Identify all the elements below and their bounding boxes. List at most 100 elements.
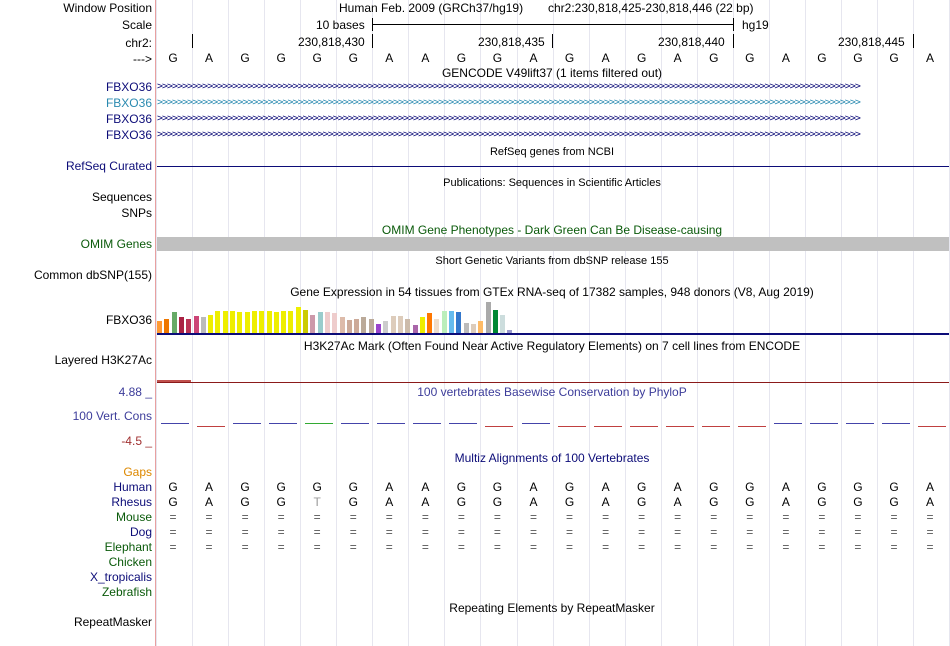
gencode-label-4[interactable]: FBXO36	[105, 128, 152, 142]
h3k27ac-label[interactable]: Layered H3K27Ac	[54, 353, 152, 367]
dbsnp-label[interactable]: Common dbSNP(155)	[33, 268, 152, 282]
gtex-tissue-bar[interactable]	[171, 312, 177, 333]
chrom-label[interactable]: chr2:	[125, 36, 152, 50]
gtex-tissue-bar[interactable]	[361, 317, 367, 333]
multiz-species-label[interactable]: Dog	[129, 525, 152, 539]
gtex-tissue-bar[interactable]	[383, 321, 389, 333]
gencode-label-2[interactable]: FBXO36	[105, 96, 152, 110]
gtex-tissue-bar[interactable]	[295, 307, 301, 333]
gtex-tissue-bar[interactable]	[427, 313, 433, 333]
gencode-title[interactable]: GENCODE V49lift37 (1 items filtered out)	[441, 66, 663, 80]
gtex-tissue-bar[interactable]	[456, 312, 462, 333]
scale-label[interactable]: Scale	[121, 18, 152, 32]
gtex-title[interactable]: Gene Expression in 54 tissues from GTEx …	[290, 285, 814, 299]
gtex-tissue-bar[interactable]	[244, 312, 250, 333]
gtex-tissue-bar[interactable]	[463, 323, 469, 333]
publications-label-2[interactable]: SNPs	[121, 206, 152, 220]
gtex-tissue-bar[interactable]	[178, 317, 184, 333]
grid-line	[732, 0, 734, 646]
multiz-species-label[interactable]: Mouse	[115, 510, 152, 524]
window-position-label[interactable]: Window Position	[63, 1, 152, 15]
gtex-label[interactable]: FBXO36	[105, 313, 152, 327]
gtex-tissue-bar[interactable]	[397, 316, 403, 333]
gtex-tissue-bar[interactable]	[354, 319, 360, 333]
dbsnp-title[interactable]: Short Genetic Variants from dbSNP releas…	[435, 255, 669, 267]
gtex-tissue-bar[interactable]	[332, 313, 338, 333]
multiz-base: G	[709, 495, 719, 509]
gtex-tissue-bar[interactable]	[222, 311, 228, 333]
region-position[interactable]: chr2:230,818,425-230,818,446 (22 bp)	[548, 1, 754, 15]
gtex-tissue-bar[interactable]	[164, 319, 170, 333]
multiz-species-label[interactable]: Human	[113, 480, 152, 494]
gtex-tissue-bar[interactable]	[376, 324, 381, 333]
gencode-feature[interactable]: >>>>>>>>>>>>>>>>>>>>>>>>>>>>>>>>>>>>>>>>…	[157, 82, 861, 92]
gtex-tissue-bar[interactable]	[405, 319, 411, 333]
gtex-tissue-bar[interactable]	[441, 311, 447, 333]
gtex-tissue-bar[interactable]	[492, 310, 498, 333]
gencode-feature[interactable]: >>>>>>>>>>>>>>>>>>>>>>>>>>>>>>>>>>>>>>>>…	[157, 130, 861, 140]
publications-title[interactable]: Publications: Sequences in Scientific Ar…	[443, 177, 661, 189]
gtex-tissue-bar[interactable]	[259, 311, 265, 333]
multiz-species-label[interactable]: Rhesus	[111, 495, 152, 509]
gtex-tissue-bar[interactable]	[251, 311, 257, 333]
refseq-label[interactable]: RefSeq Curated	[65, 159, 152, 173]
gtex-tissue-bar[interactable]	[230, 311, 235, 333]
strand-label[interactable]: --->	[133, 52, 152, 66]
gtex-tissue-bar[interactable]	[208, 315, 214, 333]
gtex-tissue-bar[interactable]	[310, 315, 316, 333]
gtex-tissue-bar[interactable]	[324, 312, 330, 333]
gtex-tissue-bar[interactable]	[500, 315, 506, 333]
gtex-tissue-bar[interactable]	[507, 330, 513, 333]
gencode-label-3[interactable]: FBXO36	[105, 112, 152, 126]
repeatmasker-label[interactable]: RepeatMasker	[73, 615, 152, 629]
multiz-species-label[interactable]: Chicken	[108, 555, 152, 569]
phylop-label[interactable]: 100 Vert. Cons	[72, 409, 152, 423]
base-letter: G	[709, 51, 719, 65]
phylop-signal[interactable]	[157, 420, 949, 430]
gtex-bar-chart[interactable]	[157, 300, 557, 333]
gencode-feature[interactable]: >>>>>>>>>>>>>>>>>>>>>>>>>>>>>>>>>>>>>>>>…	[157, 114, 861, 124]
phylop-title[interactable]: 100 vertebrates Basewise Conservation by…	[417, 385, 687, 399]
multiz-base: G	[853, 495, 863, 509]
h3k27ac-title[interactable]: H3K27Ac Mark (Often Found Near Active Re…	[303, 339, 801, 353]
omim-feature[interactable]	[157, 237, 949, 251]
multiz-gaps-label[interactable]: Gaps	[123, 465, 152, 479]
omim-title[interactable]: OMIM Gene Phenotypes - Dark Green Can Be…	[381, 223, 723, 237]
h3k27ac-signal[interactable]	[157, 382, 949, 383]
gtex-tissue-bar[interactable]	[485, 302, 491, 333]
gtex-tissue-bar[interactable]	[273, 312, 279, 333]
omim-label[interactable]: OMIM Genes	[80, 237, 152, 251]
gtex-tissue-bar[interactable]	[478, 321, 484, 333]
multiz-species-label[interactable]: Zebrafish	[101, 585, 152, 599]
base-letter: A	[926, 51, 935, 65]
multiz-title[interactable]: Multiz Alignments of 100 Vertebrates	[454, 451, 650, 465]
publications-label[interactable]: Sequences	[91, 190, 152, 204]
gtex-tissue-bar[interactable]	[449, 311, 454, 333]
gtex-tissue-bar[interactable]	[368, 319, 374, 333]
refseq-feature[interactable]	[157, 166, 949, 167]
multiz-species-label[interactable]: X_tropicalis	[89, 570, 152, 584]
gtex-tissue-bar[interactable]	[266, 311, 272, 333]
gtex-tissue-bar[interactable]	[339, 317, 345, 333]
gencode-feature[interactable]: >>>>>>>>>>>>>>>>>>>>>>>>>>>>>>>>>>>>>>>>…	[157, 98, 861, 108]
gtex-tissue-bar[interactable]	[346, 320, 352, 333]
gtex-tissue-bar[interactable]	[419, 317, 425, 333]
refseq-title[interactable]: RefSeq genes from NCBI	[489, 146, 615, 158]
gtex-tissue-bar[interactable]	[303, 310, 308, 333]
gtex-tissue-bar[interactable]	[317, 312, 323, 333]
gtex-tissue-bar[interactable]	[186, 319, 192, 333]
gtex-tissue-bar[interactable]	[470, 324, 476, 333]
gtex-tissue-bar[interactable]	[434, 319, 440, 333]
multiz-species-label[interactable]: Elephant	[104, 540, 152, 554]
gtex-tissue-bar[interactable]	[157, 321, 162, 333]
gtex-tissue-bar[interactable]	[281, 311, 287, 333]
gtex-tissue-bar[interactable]	[237, 312, 243, 333]
repeatmasker-title[interactable]: Repeating Elements by RepeatMasker	[449, 601, 655, 615]
gencode-label-1[interactable]: FBXO36	[105, 80, 152, 94]
gtex-tissue-bar[interactable]	[215, 311, 221, 333]
gtex-tissue-bar[interactable]	[412, 325, 418, 333]
gtex-tissue-bar[interactable]	[390, 316, 396, 333]
gtex-tissue-bar[interactable]	[193, 316, 199, 333]
gtex-tissue-bar[interactable]	[200, 317, 206, 333]
gtex-tissue-bar[interactable]	[288, 311, 294, 333]
